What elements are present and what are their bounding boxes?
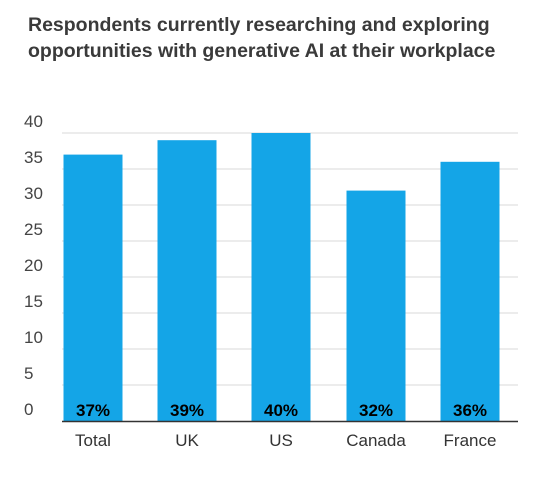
data-label: 37% bbox=[76, 401, 110, 420]
data-label: 40% bbox=[264, 401, 298, 420]
y-tick-label: 20 bbox=[24, 256, 43, 275]
x-category-label: UK bbox=[175, 431, 199, 450]
y-tick-label: 25 bbox=[24, 220, 43, 239]
y-tick-label: 10 bbox=[24, 328, 43, 347]
data-label: 32% bbox=[359, 401, 393, 420]
bar-us bbox=[251, 133, 311, 421]
y-tick-label: 15 bbox=[24, 292, 43, 311]
y-tick-label: 35 bbox=[24, 148, 43, 167]
bar-uk bbox=[157, 140, 217, 421]
y-tick-label: 0 bbox=[24, 400, 33, 419]
bar-total bbox=[63, 154, 123, 421]
bar-canada bbox=[346, 190, 406, 421]
x-category-label: Total bbox=[75, 431, 111, 450]
x-category-label: France bbox=[444, 431, 497, 450]
chart-title: Respondents currently researching and ex… bbox=[28, 14, 496, 62]
x-axis-category-labels: Total UK US Canada France bbox=[75, 431, 496, 450]
y-tick-label: 30 bbox=[24, 184, 43, 203]
x-category-label: Canada bbox=[346, 431, 406, 450]
y-tick-label: 40 bbox=[24, 112, 43, 131]
bar-france bbox=[440, 161, 500, 422]
bars bbox=[63, 133, 500, 422]
data-label: 39% bbox=[170, 401, 204, 420]
data-labels: 37% 39% 40% 32% 36% bbox=[76, 401, 487, 420]
y-axis-tick-labels: 0 5 10 15 20 25 30 35 40 bbox=[24, 112, 43, 419]
data-label: 36% bbox=[453, 401, 487, 420]
x-category-label: US bbox=[269, 431, 293, 450]
y-tick-label: 5 bbox=[24, 364, 33, 383]
